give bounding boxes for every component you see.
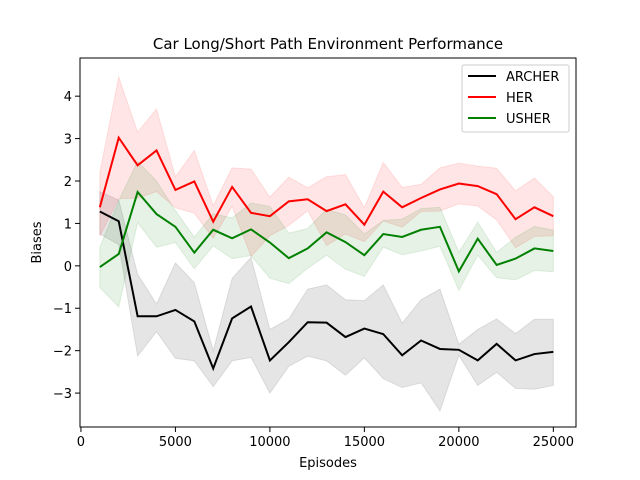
series-lines: [98, 135, 554, 372]
legend-box: [461, 64, 570, 133]
x-tick-label: 10000: [249, 435, 290, 450]
y-tick-label: 4: [64, 90, 72, 105]
band-archer: [99, 190, 554, 412]
y-axis-label: Biases: [30, 221, 45, 263]
y-tick-label: 3: [64, 133, 72, 148]
axes-frame: [79, 57, 577, 428]
x-axis-label: Episodes: [299, 456, 357, 471]
y-tick-label: −1: [53, 302, 72, 317]
y-tick-label: 1: [64, 217, 72, 232]
x-tick-label: 25000: [533, 435, 574, 450]
legend: ARCHER HER USHER: [461, 64, 570, 133]
series-line-her: [98, 135, 554, 227]
x-tick-label: 0: [77, 435, 85, 450]
x-tick-label: 15000: [344, 435, 385, 450]
series-line-archer: [99, 210, 554, 372]
confidence-bands: [99, 75, 554, 412]
legend-label-usher: USHER: [506, 112, 551, 127]
series-line-usher: [99, 189, 554, 274]
x-tick-label: 20000: [438, 435, 479, 450]
y-tick-label: −2: [53, 345, 72, 360]
legend-label-her: HER: [506, 91, 533, 106]
y-axis-ticks: −3 −2 −1 0 1 2 3 4: [53, 90, 80, 402]
y-tick-label: 0: [64, 260, 72, 275]
band-her: [99, 75, 554, 258]
y-tick-label: 2: [64, 175, 72, 190]
y-tick-label: −3: [53, 387, 72, 402]
chart-title: Car Long/Short Path Environment Performa…: [153, 35, 503, 53]
legend-label-archer: ARCHER: [506, 70, 559, 85]
x-axis-ticks: 0 5000 10000 15000 20000 25000: [77, 427, 574, 450]
x-tick-label: 5000: [159, 435, 192, 450]
band-usher: [99, 160, 554, 308]
